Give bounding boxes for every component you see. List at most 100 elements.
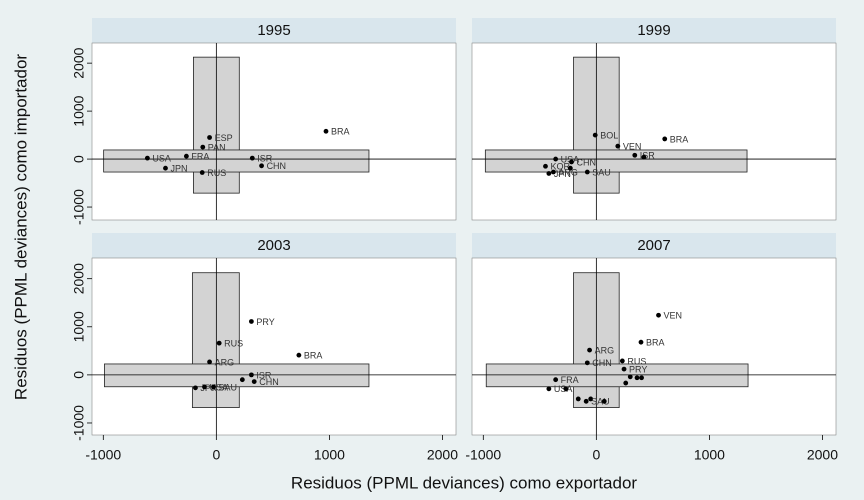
point-label: VEN [664,311,683,321]
point-label: ISR [256,370,272,380]
point-label: FRA [191,152,209,162]
y-tick-label: -1000 [71,405,87,441]
point-label: ARG [595,345,615,355]
plot-area [91,42,457,221]
point-label: RUS [627,356,646,366]
point-label: JPN [554,169,571,179]
y-axis-title: Residuos (PPML deviances) como importado… [11,54,30,400]
point [553,377,559,383]
point [200,144,206,150]
point [553,156,559,162]
y-tick-label: 1000 [71,311,87,342]
point [251,379,257,385]
point [583,398,589,404]
point [163,165,168,171]
point [656,312,661,318]
point [259,163,264,169]
point [211,384,216,390]
point [546,171,552,176]
point-label: BRA [646,338,665,348]
panel-header [472,233,836,258]
panel-title: 2003 [257,237,290,254]
point [627,374,633,380]
point [639,375,644,381]
point [296,352,302,358]
point-label: PRY [256,317,274,327]
point [550,169,556,175]
y-tick-label: 2000 [71,263,87,294]
point [638,339,644,345]
point-label: ISR [640,151,656,161]
point [199,170,205,175]
point [584,360,590,366]
point-label: BRA [331,127,350,137]
point [634,375,640,381]
x-tick-label: -1000 [465,447,501,463]
point-label: BOL [600,130,618,140]
point-label: ARG [215,357,235,367]
point [249,155,255,161]
point [546,386,552,392]
plot-area [471,257,837,436]
point-label: RUS [207,168,226,178]
point [563,386,569,392]
point [592,132,598,138]
point [623,380,629,386]
x-tick-label: -1000 [85,447,121,463]
point-label: USA [152,153,171,163]
panel-title: 2007 [637,237,670,254]
point-label: JPN [170,164,187,174]
point-label: ESP [215,133,233,143]
point [207,135,212,140]
point-label: SAU [592,167,611,177]
point-label: USA [209,382,228,392]
panel-title: 1999 [637,22,670,39]
point [641,154,647,160]
point-label: PAN [208,142,226,152]
point [216,340,222,346]
box [484,149,748,173]
panel-header [92,233,456,258]
point [569,159,574,165]
point-label: KOR [550,162,570,172]
point [323,128,329,134]
point-label: CHN [267,161,287,171]
y-tick-label: 0 [71,155,87,163]
panel-header [92,18,456,43]
y-tick-label: 1000 [71,95,87,126]
panel-title: 1995 [257,22,290,39]
x-tick-label: 1000 [314,447,345,463]
point-label: CHN [592,358,612,368]
panel-header [472,18,836,43]
point [619,358,625,364]
point-label: BRA [670,134,689,144]
y-tick-label: 0 [71,371,87,379]
point-label: CHN [576,157,596,167]
point [144,155,150,161]
point-label: RUS [224,339,243,349]
point [632,152,638,158]
box [103,149,370,173]
x-tick-label: 2000 [807,447,838,463]
point [621,366,627,372]
point-label: PRY [629,364,647,374]
point [202,384,207,390]
point [588,396,594,402]
point [615,143,621,149]
plot-area [471,42,837,221]
point-label: VEN [623,142,642,152]
x-tick-label: 0 [592,447,600,463]
point [248,372,254,378]
point-label: SAU [219,382,238,392]
point-label: CHN [259,377,279,387]
point-label: SAU [591,397,610,407]
point [662,136,668,142]
box [485,363,749,388]
point-label: FRA [561,375,579,385]
x-tick-label: 0 [212,447,220,463]
y-tick-label: 2000 [71,47,87,78]
point [248,319,254,324]
point [601,398,607,404]
